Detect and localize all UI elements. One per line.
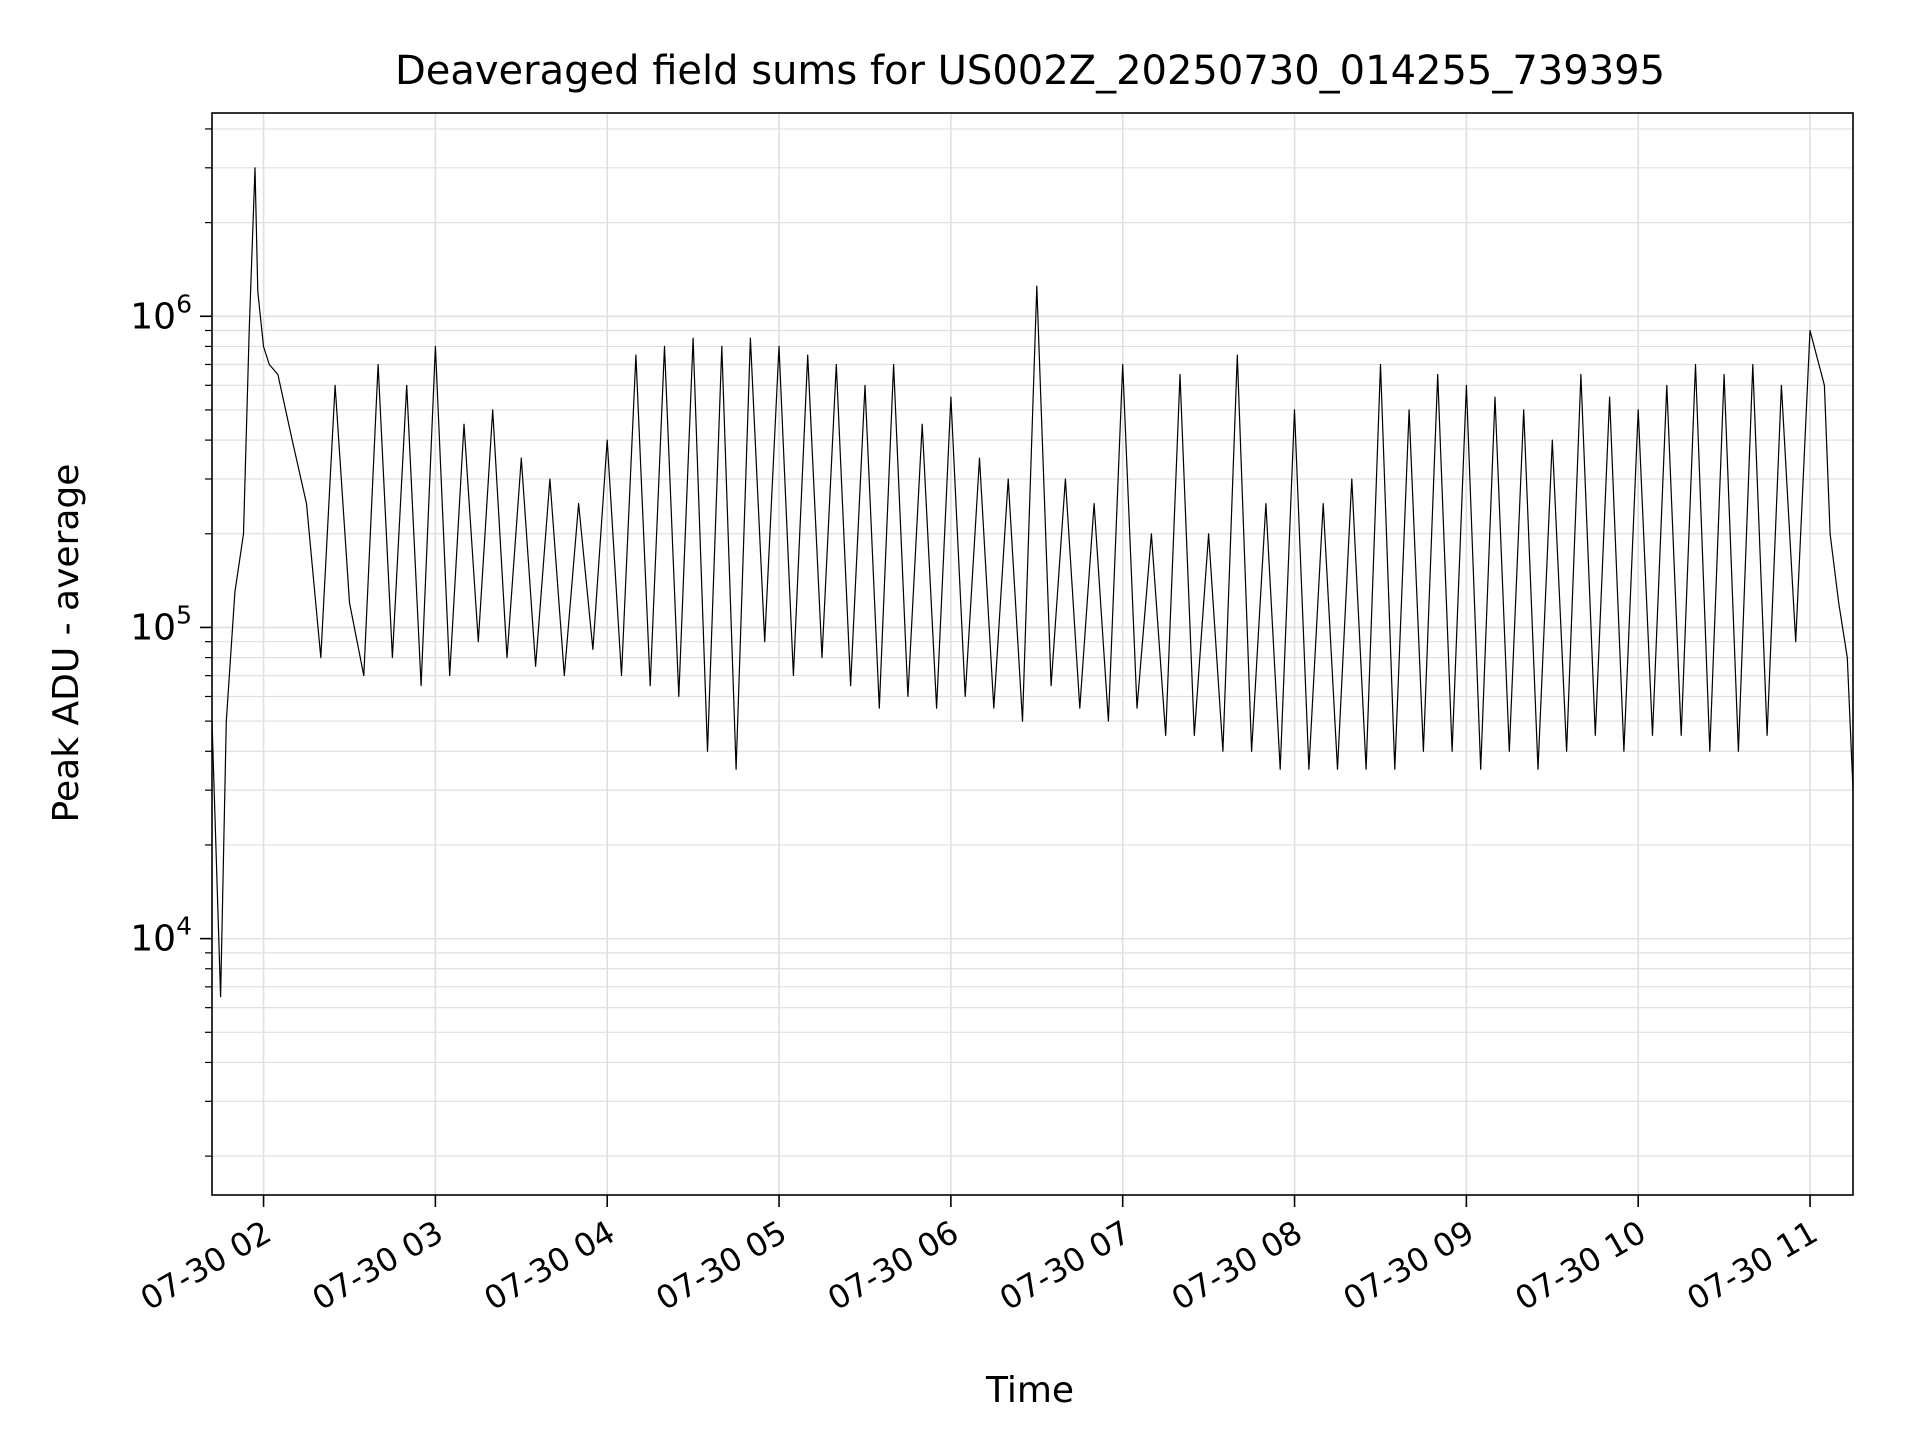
grid <box>212 113 1853 1195</box>
y-axis-label: Peak ADU - average <box>46 464 87 823</box>
y-tick-label: 106 <box>130 289 192 337</box>
plot-area-frame <box>211 112 1854 1196</box>
series-line <box>212 167 1853 998</box>
data-series <box>212 167 1853 998</box>
y-tick-label: 105 <box>130 600 192 648</box>
x-axis-label: Time <box>985 1370 1074 1411</box>
y-tick-label: 104 <box>130 912 192 960</box>
chart-title: Deaveraged field sums for US002Z_2025073… <box>395 48 1665 94</box>
